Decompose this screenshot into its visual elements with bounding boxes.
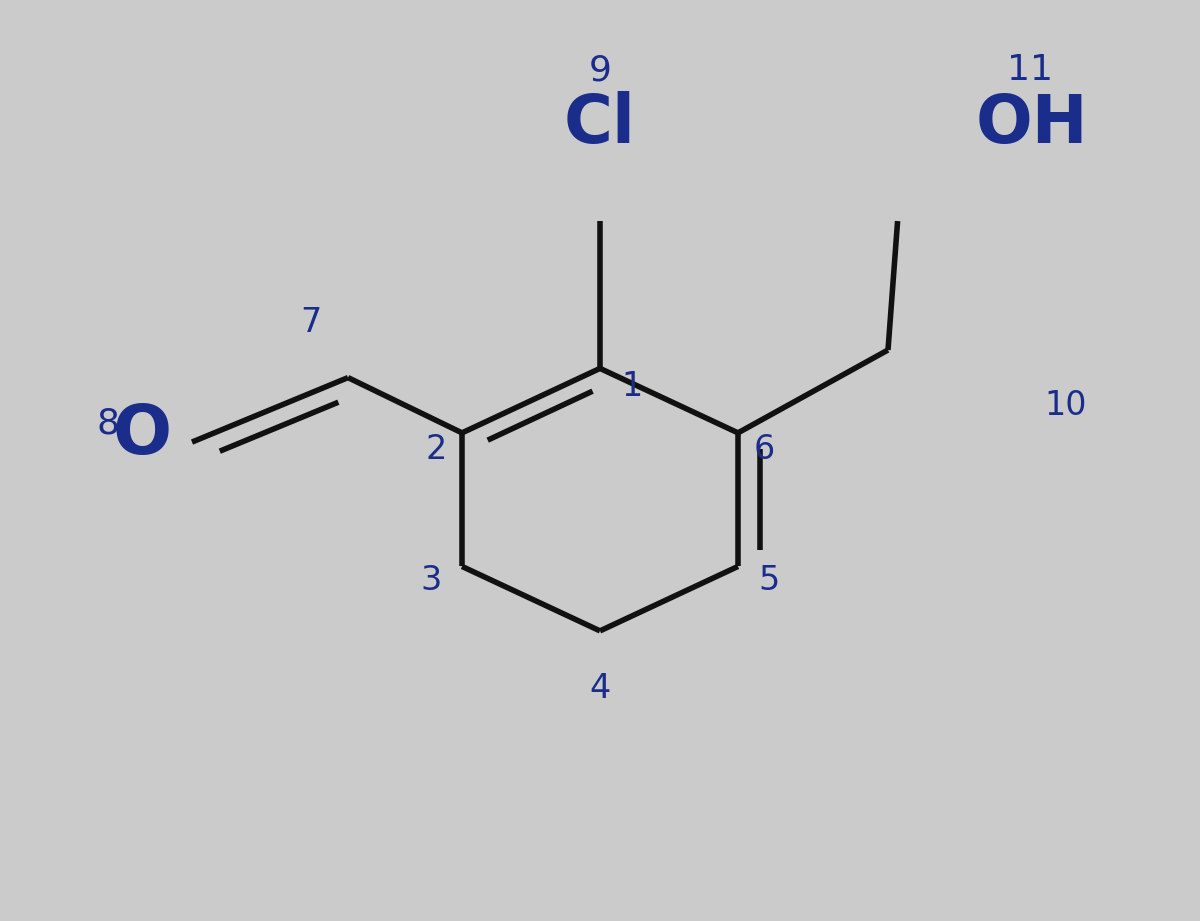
Text: 8: 8: [97, 407, 120, 440]
Text: 11: 11: [1007, 53, 1052, 87]
Text: 10: 10: [1044, 389, 1086, 422]
Text: O: O: [112, 402, 172, 468]
Text: 1: 1: [622, 370, 643, 403]
Text: 5: 5: [758, 564, 780, 597]
Text: 9: 9: [588, 53, 612, 87]
Text: Cl: Cl: [564, 90, 636, 157]
Text: 2: 2: [425, 433, 446, 466]
Text: 7: 7: [300, 306, 322, 339]
Text: 3: 3: [420, 564, 442, 597]
Text: OH: OH: [976, 90, 1088, 157]
Text: 6: 6: [754, 433, 775, 466]
Text: 4: 4: [589, 672, 611, 705]
